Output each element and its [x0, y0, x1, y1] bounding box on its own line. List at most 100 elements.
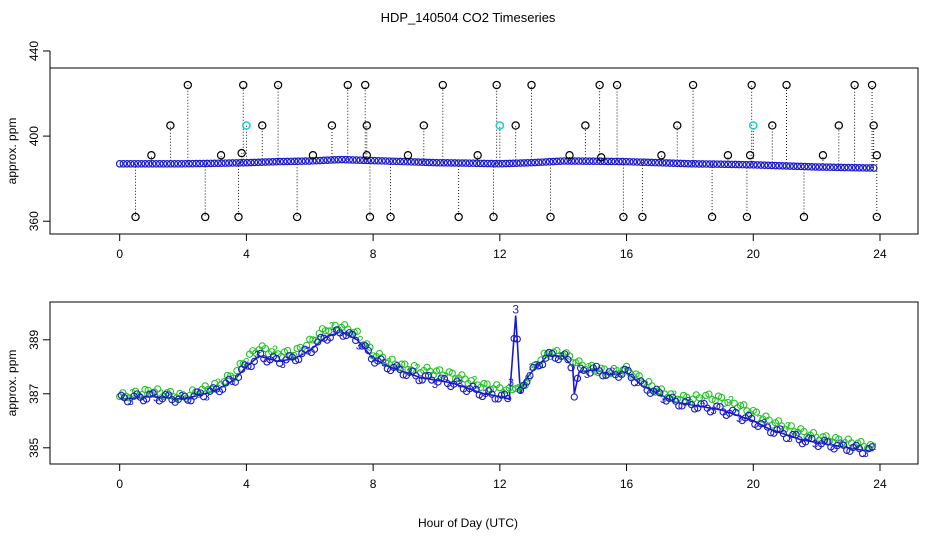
high-spike-point	[595, 80, 604, 90]
series-3-label-mark: 3	[635, 377, 641, 389]
baseline-point	[210, 159, 219, 168]
top-ylabel: approx. ppm	[5, 118, 19, 185]
series-3-point	[472, 385, 480, 393]
mid-spike-point	[362, 121, 371, 130]
low-spike-point	[619, 212, 628, 222]
series-3-point	[415, 376, 423, 385]
near-spike-point	[362, 151, 371, 160]
series-2-point	[787, 422, 795, 430]
series-3-point	[421, 372, 430, 380]
baseline-point	[472, 159, 481, 168]
series-3-label-mark: 3	[406, 367, 412, 379]
series-3-point	[805, 434, 813, 442]
baseline-point	[622, 157, 630, 166]
baseline-point	[782, 162, 791, 170]
series-2-label-mark: 2	[500, 388, 506, 400]
baseline-point	[119, 159, 128, 168]
baseline-point	[709, 160, 718, 168]
series-2-point	[141, 385, 149, 394]
series-3-point	[348, 330, 357, 339]
series-3-peak-label: 3	[512, 303, 519, 317]
baseline-point	[298, 157, 306, 165]
baseline-point	[228, 159, 237, 167]
series-3-point	[149, 389, 157, 397]
baseline-point	[585, 157, 594, 165]
baseline-point	[236, 159, 244, 167]
series-3-point	[697, 400, 705, 408]
series-2-point	[866, 440, 875, 449]
high-spike-point	[438, 80, 448, 90]
baseline-point	[239, 158, 248, 167]
mid-spike-point	[327, 121, 337, 130]
series-3-point	[396, 365, 404, 374]
top-plot-axes: 0 4 8 12 16 20 24 360 400 440	[27, 41, 887, 261]
baseline-point	[534, 158, 543, 167]
baseline-point	[407, 158, 415, 166]
series-3-point	[716, 403, 724, 411]
baseline-point	[276, 157, 284, 166]
series-2-point	[752, 408, 761, 416]
baseline-point	[214, 159, 222, 168]
series-3-point	[276, 359, 284, 367]
mid-spike-point	[869, 121, 878, 130]
baseline-point	[159, 159, 168, 168]
series-2-point	[800, 427, 808, 436]
top-panel: 0 4 8 12 16 20 24 360 400 440 approx. ppm	[5, 41, 919, 261]
baseline-point	[870, 164, 878, 172]
series-3-point	[545, 348, 553, 357]
series-3-point	[291, 356, 300, 365]
baseline-point	[556, 157, 565, 165]
series-2-point	[721, 399, 729, 407]
baseline-point	[451, 159, 459, 167]
bottom-plot-axes: 0 4 8 12 16 20 24 385 387 389	[27, 329, 887, 491]
series-3-point	[808, 434, 816, 443]
bottom-x-tick-label: 8	[370, 477, 377, 491]
series-3-point	[161, 391, 170, 399]
series-2-point	[702, 391, 710, 400]
series-2-point	[204, 385, 213, 393]
series-3-point	[630, 379, 639, 387]
low-spike-point	[234, 212, 243, 222]
baseline-point	[633, 158, 641, 166]
baseline-point	[819, 163, 827, 171]
baseline-point	[447, 159, 456, 167]
baseline-point	[232, 159, 241, 167]
baseline-point	[174, 159, 182, 168]
baseline-point	[250, 158, 259, 167]
baseline-point	[505, 159, 514, 168]
top-plot-frame	[49, 67, 919, 235]
baseline-point	[542, 158, 550, 166]
baseline-point	[768, 161, 776, 170]
highlighted-spike-point	[748, 121, 758, 130]
series-2-label-mark: 2	[471, 374, 477, 386]
series-3-point	[627, 374, 635, 382]
series-3-point	[247, 362, 255, 371]
series-3-label-mark: 3	[330, 327, 336, 339]
series-3-label-mark: 3	[432, 379, 438, 391]
series-3-label-mark: 3	[153, 393, 159, 405]
baseline-point	[177, 159, 186, 168]
baseline-point	[323, 156, 332, 164]
series-3-label-mark: 3	[508, 377, 514, 389]
series-2-point	[350, 328, 358, 336]
series-3-point	[789, 430, 797, 439]
baseline-point	[148, 159, 157, 168]
baseline-point	[655, 158, 663, 167]
series-3-label-mark: 3	[128, 396, 134, 408]
baseline-point	[815, 163, 823, 171]
baseline-point	[502, 159, 510, 168]
series-3-point	[567, 364, 575, 372]
baseline-point	[837, 163, 845, 172]
baseline-point	[848, 163, 856, 172]
high-spike-point	[273, 80, 283, 90]
baseline-point	[859, 164, 867, 172]
high-spike-point	[361, 80, 370, 90]
baseline-point	[687, 159, 696, 168]
baseline-point	[713, 160, 721, 168]
series-2-label-mark: 2	[186, 390, 192, 402]
low-spike-point	[872, 212, 882, 222]
mid-spike-point	[834, 121, 844, 130]
baseline-point	[509, 159, 517, 168]
baseline-point	[287, 157, 295, 166]
baseline-point	[866, 164, 874, 172]
